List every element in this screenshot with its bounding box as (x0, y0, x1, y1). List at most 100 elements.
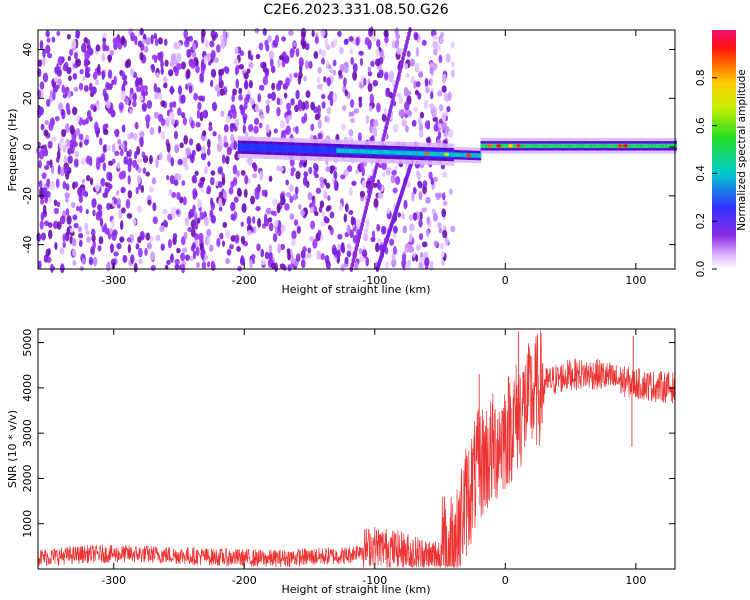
spectrogram-speckle (157, 113, 164, 123)
spectrogram-speckle (120, 36, 126, 46)
spectrogram-speckle (113, 197, 118, 205)
spectrogram-hotspot (424, 151, 430, 156)
spectrogram-speckle (198, 181, 204, 188)
spectrogram-speckle (300, 259, 306, 269)
spectrogram-speckle (36, 232, 42, 242)
spectrogram-speckle (73, 141, 78, 148)
spectrogram-speckle (177, 42, 182, 50)
spectrogram-speckle (77, 187, 82, 197)
spectrogram-speckle (367, 78, 371, 84)
spectrogram-speckle (343, 38, 349, 46)
spectrogram-speckle (376, 223, 381, 232)
spectrogram-speckle (63, 155, 68, 164)
spectrogram-speckle (421, 207, 428, 213)
spectrogram-band-peak (283, 146, 286, 151)
spectrogram-band-peak (245, 145, 248, 150)
spectrogram-speckle (440, 163, 446, 170)
spectrogram-speckle (383, 71, 389, 81)
spectrogram-speckle (40, 232, 47, 241)
spectrogram-speckle (278, 166, 284, 172)
spectrogram-speckle (190, 120, 195, 129)
spectrogram-speckle (339, 202, 343, 212)
spectrogram-band-peak (591, 143, 594, 149)
spectrogram-band-peak (594, 143, 598, 149)
spectrogram-speckle (103, 92, 109, 103)
spectrogram-speckle (132, 219, 137, 226)
spectrogram-speckle (139, 94, 144, 101)
spectrogram-speckle (297, 74, 302, 85)
spectrogram-x-tick-label: -300 (101, 274, 126, 287)
spectrogram-speckle (240, 221, 244, 227)
spectrogram-speckle (138, 258, 143, 265)
spectrogram-speckle (225, 229, 231, 239)
spectrogram-band-peak (558, 143, 562, 149)
spectrogram-speckle (185, 254, 190, 261)
spectrogram-speckle (136, 205, 142, 213)
spectrogram-speckle (320, 253, 325, 261)
spectrogram-speckle (39, 81, 45, 90)
spectrogram-speckle (346, 243, 351, 250)
spectrogram-speckle (151, 177, 157, 185)
spectrogram-speckle (401, 258, 407, 269)
colorbar-tick-label: 0.2 (695, 213, 707, 230)
spectrogram-speckle (58, 102, 64, 112)
spectrogram-speckle (425, 229, 430, 237)
spectrogram-speckle (415, 62, 420, 72)
spectrogram-speckle (68, 75, 72, 82)
spectrogram-speckle (162, 208, 168, 215)
spectrogram-speckle (86, 109, 92, 119)
spectrogram-band-peak (258, 145, 261, 150)
spectrogram-speckle (295, 170, 301, 180)
spectrogram-speckle (219, 232, 224, 240)
spectrogram-speckle (309, 235, 315, 242)
spectrogram-speckle (298, 57, 304, 67)
colorbar-tick-label: 0.6 (695, 117, 707, 134)
spectrogram-speckle (363, 77, 367, 86)
spectrogram-speckle (406, 110, 413, 116)
spectrogram-speckle (54, 115, 60, 122)
spectrogram-speckle (193, 92, 199, 101)
spectrogram-band-peak (442, 152, 446, 157)
spectrogram-band-peak (314, 147, 317, 152)
spectrogram-speckle (195, 246, 200, 257)
spectrogram-speckle (69, 227, 74, 233)
spectrogram-speckle (172, 65, 178, 73)
spectrogram-speckle (321, 57, 326, 65)
spectrogram-speckle (447, 130, 452, 138)
spectrogram-speckle (71, 106, 78, 116)
spectrogram-speckle (343, 169, 349, 177)
spectrogram-speckle (128, 149, 132, 158)
spectrogram-speckle (95, 79, 99, 86)
spectrogram-speckle (209, 79, 214, 88)
spectrogram-speckle (308, 60, 313, 69)
spectrogram-speckle (247, 156, 253, 166)
spectrogram-speckle (241, 203, 247, 213)
spectrogram-speckle (316, 104, 321, 115)
spectrogram-speckle (78, 133, 84, 140)
spectrogram-speckle (138, 131, 145, 137)
spectrogram-speckle (206, 228, 212, 237)
spectrogram-speckle (438, 227, 443, 234)
spectrogram-speckle (284, 203, 290, 211)
spectrogram-speckle (305, 90, 311, 98)
spectrogram-speckle (91, 234, 96, 243)
spectrogram-speckle (210, 68, 217, 78)
spectrogram-speckle (91, 86, 97, 95)
spectrogram-speckle (127, 189, 133, 199)
spectrogram-speckle (219, 88, 225, 96)
spectrogram-speckle (65, 234, 69, 242)
spectrogram-speckle (110, 258, 117, 266)
spectrogram-speckle (146, 100, 153, 109)
spectrogram-band-peak (455, 152, 458, 157)
spectrogram-speckle (166, 142, 171, 153)
spectrogram-speckle (344, 256, 349, 265)
spectrogram-speckle (433, 48, 438, 56)
spectrogram-speckle (73, 158, 79, 168)
spectrogram-speckle (324, 38, 329, 48)
spectrogram-speckle (65, 208, 70, 216)
spectrogram-band-peak (435, 151, 438, 157)
spectrogram-speckle (91, 198, 97, 208)
spectrogram-band-peak (248, 145, 251, 150)
spectrogram-speckle (450, 69, 455, 78)
spectrogram-speckle (225, 257, 230, 265)
